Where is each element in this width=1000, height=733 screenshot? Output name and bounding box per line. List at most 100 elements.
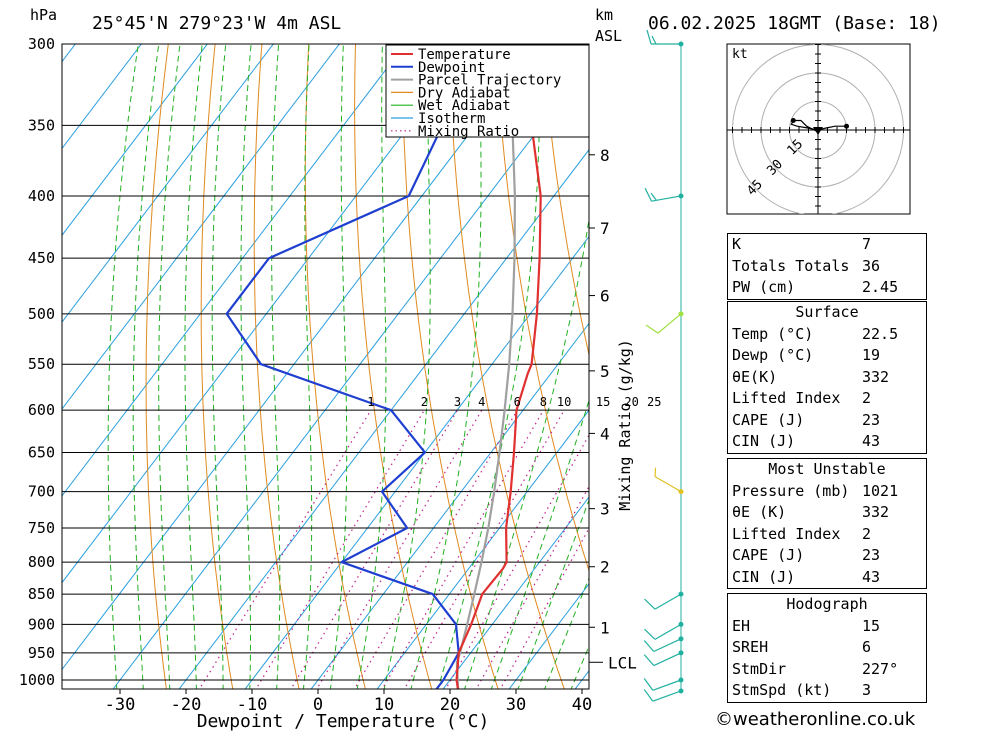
info-label: StmSpd (kt) xyxy=(732,681,832,699)
wet-adiabat-line xyxy=(158,44,181,689)
info-row: θE(K) 332 xyxy=(728,367,926,389)
wind-barb xyxy=(646,29,684,47)
x-tick-label: -20 xyxy=(171,695,202,715)
isotherm-line xyxy=(178,148,589,689)
info-section-title: Hodograph xyxy=(786,595,868,613)
info-label: Lifted Index xyxy=(732,389,841,407)
info-label: EH xyxy=(732,616,751,635)
info-value: 332 xyxy=(862,367,890,386)
wind-barb-feather xyxy=(644,628,656,640)
wet-adiabat-line xyxy=(437,44,541,689)
wind-barb-feather xyxy=(645,324,659,334)
isotherm-line xyxy=(442,496,589,689)
wind-barb-staff xyxy=(654,476,682,493)
wet-adiabat-line xyxy=(329,44,348,689)
info-row: Dewp (°C) 19 xyxy=(728,345,926,367)
mixing-ratio-label: 10 xyxy=(557,395,571,409)
pressure-tick-label: 650 xyxy=(28,443,55,461)
x-tick-label: -30 xyxy=(105,695,136,715)
info-label: CAPE (J) xyxy=(732,410,805,429)
wet-adiabat-line xyxy=(107,44,139,689)
mixing-ratio-line xyxy=(198,409,372,689)
hodograph-point xyxy=(790,118,796,123)
info-label: StmDir xyxy=(732,659,787,678)
mixing-ratio-label: 25 xyxy=(647,395,661,409)
isotherm-line xyxy=(62,44,406,497)
pressure-tick-label: 350 xyxy=(28,116,55,134)
credit-text: ©weatheronline.co.uk xyxy=(715,709,916,730)
wind-barb xyxy=(645,311,684,334)
wind-barb xyxy=(644,591,684,610)
hodograph-point xyxy=(844,123,849,129)
pressure-tick-label: 1000 xyxy=(19,671,55,689)
pressure-tick-label: 450 xyxy=(28,249,55,267)
dry-adiabat-line xyxy=(495,44,589,573)
info-value: 332 xyxy=(862,503,890,521)
info-value: 2 xyxy=(862,389,872,407)
pressure-tick-label: 700 xyxy=(28,483,55,501)
info-section-title: Most Unstable xyxy=(768,460,886,478)
wind-barb xyxy=(643,677,684,691)
isotherm-line xyxy=(376,409,589,689)
info-value: 15 xyxy=(862,616,881,635)
legend-box xyxy=(385,44,590,138)
pressure-tick-label: 550 xyxy=(28,355,55,373)
isotherm-line xyxy=(244,235,589,689)
info-label: Totals Totals xyxy=(732,256,850,275)
info-row: StmSpd (kt) 3 xyxy=(728,680,926,702)
wet-adiabat-line xyxy=(302,44,313,689)
wind-barb-staff xyxy=(657,313,682,334)
x-tick-label: -10 xyxy=(237,695,268,715)
dewpoint-curve xyxy=(225,44,466,689)
wet-adiabat-line xyxy=(490,398,589,689)
info-value: 1021 xyxy=(862,481,899,500)
mixing-ratio-label: 2 xyxy=(421,395,428,409)
km-tick-label: 3 xyxy=(600,500,610,519)
info-value: 6 xyxy=(862,638,872,656)
lcl-label: LCL xyxy=(608,653,637,672)
km-tick-label: 1 xyxy=(600,618,610,637)
wet-adiabat-line xyxy=(240,44,252,689)
x-tick-label: 10 xyxy=(374,695,394,715)
dry-adiabat-line xyxy=(542,44,589,357)
mixing-ratio-label: 6 xyxy=(514,395,521,409)
dry-adiabat-line xyxy=(401,44,499,689)
asl-label: ASL xyxy=(595,27,622,45)
info-label: Dewp (°C) xyxy=(732,346,814,364)
legend-entry: Wet Adiabat xyxy=(418,98,511,114)
wind-barb-staff xyxy=(653,638,682,653)
pressure-tick-label: 800 xyxy=(28,553,55,571)
info-row: SREH 6 xyxy=(728,637,926,659)
info-value: 43 xyxy=(862,567,881,586)
dry-adiabat-line xyxy=(200,44,234,689)
info-label: Lifted Index xyxy=(732,524,841,543)
info-row: Totals Totals 36 xyxy=(728,256,926,278)
info-label: K xyxy=(732,235,742,253)
info-row: CIN (J) 43 xyxy=(728,431,926,453)
hodograph-box: Hodograph EH 15 SREH 6 StmDir 227° StmSpd (kt) 3 xyxy=(727,593,927,703)
isotherm-line xyxy=(62,44,340,410)
km-tick-label: 8 xyxy=(600,146,610,165)
info-value: 19 xyxy=(862,346,881,364)
wet-adiabat-line xyxy=(271,44,281,689)
pressure-tick-label: 500 xyxy=(28,305,55,323)
pressure-tick-label: 850 xyxy=(28,585,55,603)
info-value: 43 xyxy=(862,432,881,450)
wet-adiabat-line xyxy=(211,44,227,689)
info-label: CIN (J) xyxy=(732,432,796,450)
wind-barb-profile xyxy=(643,29,684,702)
info-value: 2.45 xyxy=(862,278,899,296)
plot-frame xyxy=(61,43,590,690)
info-value: 23 xyxy=(862,410,881,429)
mixing-ratio-label: 15 xyxy=(596,395,610,409)
wind-barb-staff xyxy=(654,593,682,610)
info-label: Pressure (mb) xyxy=(732,481,850,500)
info-row: PW (cm) 2.45 xyxy=(728,277,926,299)
wet-adiabat-line xyxy=(544,576,589,689)
mixing-ratio-label: 4 xyxy=(478,395,485,409)
info-label: Temp (°C) xyxy=(732,324,814,343)
